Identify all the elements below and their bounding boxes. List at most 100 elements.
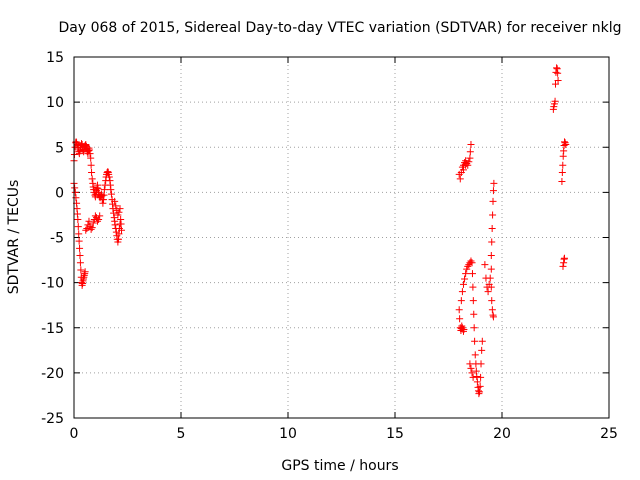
data-point	[462, 270, 470, 278]
data-point	[112, 202, 120, 210]
data-point	[469, 283, 477, 291]
x-tick-label: 5	[177, 426, 186, 442]
data-point	[74, 223, 82, 231]
data-point	[560, 254, 568, 262]
y-tick-label: 0	[55, 185, 64, 201]
data-point	[458, 322, 466, 330]
data-point	[468, 369, 476, 377]
data-point	[487, 252, 495, 260]
x-tick-label: 20	[493, 426, 511, 442]
data-point	[478, 346, 486, 354]
y-tick-label: -20	[41, 366, 64, 382]
data-point	[470, 310, 478, 318]
data-point	[458, 288, 466, 296]
data-points	[70, 64, 570, 398]
data-point	[82, 141, 90, 149]
data-point	[105, 173, 113, 181]
tick-labels: 0 5 10 15 20 25 -25 -20 -15 -10 -5 0 5 10 15	[41, 50, 618, 442]
data-point	[74, 215, 82, 223]
data-point	[464, 262, 472, 270]
data-point	[81, 268, 89, 276]
data-point	[488, 224, 496, 232]
data-point	[82, 226, 90, 234]
x-tick-label: 15	[386, 426, 404, 442]
data-point	[85, 146, 93, 154]
data-point	[467, 141, 475, 149]
data-point	[469, 297, 477, 305]
data-point	[88, 175, 96, 183]
data-point	[553, 64, 561, 72]
data-point	[456, 315, 464, 323]
data-point	[87, 154, 95, 162]
data-point	[83, 224, 91, 232]
data-point	[476, 382, 484, 390]
data-point	[489, 313, 497, 321]
data-point	[467, 257, 475, 265]
data-point	[487, 265, 495, 273]
data-point	[561, 139, 569, 147]
data-point	[466, 148, 474, 156]
data-point	[116, 205, 124, 213]
y-tick-label: 15	[46, 50, 64, 66]
y-tick-label: -5	[50, 231, 64, 247]
data-point	[76, 259, 84, 267]
data-point	[76, 244, 84, 252]
data-point	[466, 360, 474, 368]
data-point	[456, 175, 464, 183]
data-point	[87, 225, 95, 233]
data-point	[88, 169, 96, 177]
data-point	[75, 237, 83, 245]
data-point	[471, 351, 479, 359]
data-point	[554, 76, 562, 84]
data-point	[111, 197, 119, 205]
data-point	[468, 259, 476, 267]
data-point	[477, 360, 485, 368]
data-point	[75, 230, 83, 238]
data-point	[99, 199, 107, 207]
data-point	[76, 252, 84, 260]
x-tick-label: 10	[279, 426, 297, 442]
data-point	[471, 337, 479, 345]
data-point	[467, 364, 475, 372]
data-point	[478, 337, 486, 345]
x-axis-title: GPS time / hours	[281, 458, 398, 474]
data-point	[111, 221, 119, 229]
data-point	[488, 297, 496, 305]
x-tick-label: 0	[70, 426, 79, 442]
data-point	[118, 226, 126, 234]
data-point	[481, 261, 489, 269]
data-point	[462, 161, 470, 169]
data-point	[459, 166, 467, 174]
data-point	[460, 326, 468, 334]
data-point	[487, 283, 495, 291]
data-point	[94, 217, 102, 225]
data-point	[117, 220, 125, 228]
data-point	[115, 208, 123, 216]
data-point	[455, 306, 463, 314]
data-point	[488, 306, 496, 314]
data-point	[85, 217, 93, 225]
y-axis-title: SDTVAR / TECUs	[6, 180, 22, 295]
data-point	[457, 297, 465, 305]
y-tick-label: 10	[46, 95, 64, 111]
data-point	[489, 197, 497, 205]
grid	[74, 57, 609, 418]
data-point	[558, 178, 566, 186]
data-point	[96, 212, 104, 220]
data-point	[81, 141, 89, 149]
data-point	[489, 187, 497, 195]
data-point	[71, 188, 79, 196]
data-point	[95, 215, 103, 223]
data-point	[559, 262, 567, 270]
data-point	[477, 373, 485, 381]
data-point	[552, 80, 559, 88]
data-point	[470, 324, 478, 332]
data-point	[489, 211, 497, 219]
data-point	[87, 161, 95, 169]
data-point	[71, 184, 79, 192]
data-point	[107, 190, 115, 198]
data-point	[484, 288, 492, 296]
data-point	[458, 324, 466, 332]
